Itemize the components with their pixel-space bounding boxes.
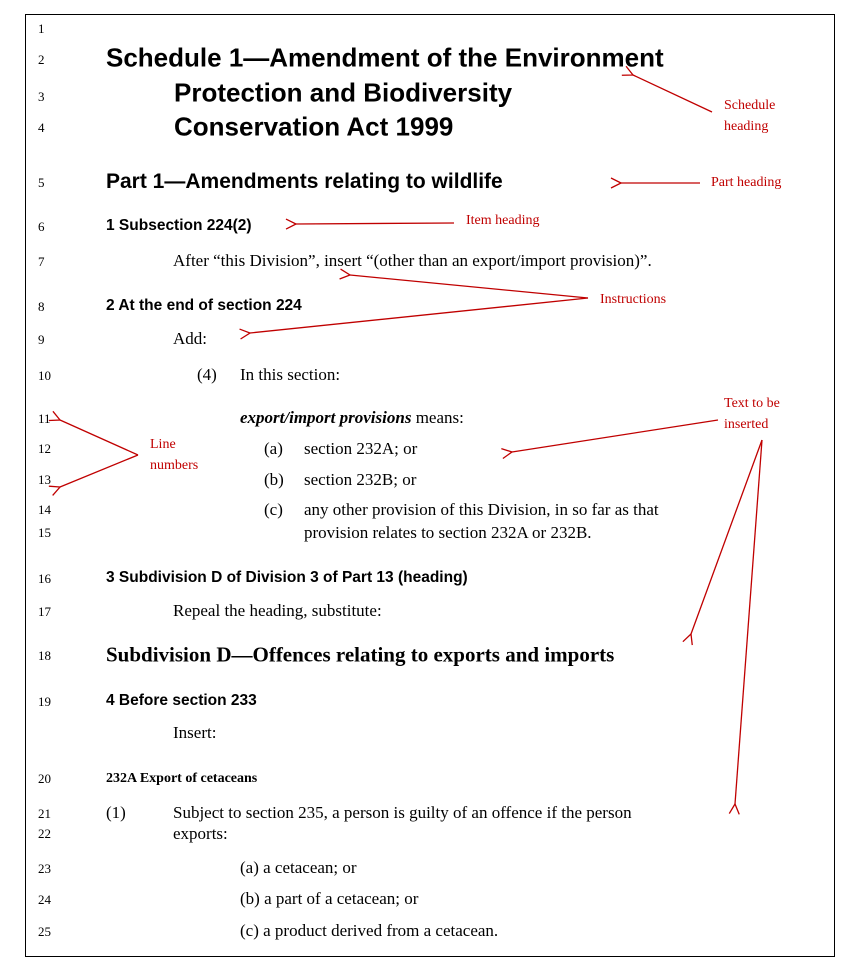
arrow-text-inserted-2 bbox=[691, 439, 763, 634]
instruction: Repeal the heading, substitute: bbox=[173, 601, 382, 620]
line-number: 6 bbox=[38, 219, 45, 234]
line-number: 11 bbox=[38, 411, 51, 426]
line-number: 12 bbox=[38, 441, 51, 456]
annotation-text-inserted-2: inserted bbox=[724, 417, 769, 432]
part-heading: Part 1—Amendments relating to wildlife bbox=[106, 170, 503, 193]
arrow-line-numbers-2 bbox=[60, 454, 139, 487]
section-heading: 232A Export of cetaceans bbox=[106, 771, 258, 786]
line-number: 19 bbox=[38, 694, 51, 709]
line-number: 23 bbox=[38, 861, 51, 876]
line-number: 20 bbox=[38, 771, 51, 786]
line-number: 2 bbox=[38, 52, 45, 67]
annotation-text-inserted-1: Text to be bbox=[724, 396, 780, 411]
definition: export/import provisions means: bbox=[240, 408, 464, 428]
subsection-number: (1) bbox=[106, 803, 126, 822]
paragraph-label: (c) bbox=[264, 500, 283, 519]
line-number: 21 bbox=[38, 806, 51, 821]
subsection-number: (4) bbox=[197, 365, 217, 384]
line-number: 24 bbox=[38, 892, 51, 907]
paragraph-text: (a) a cetacean; or bbox=[240, 858, 357, 877]
paragraph-text: (c) a product derived from a cetacean. bbox=[240, 921, 499, 940]
arrow-text-inserted-1 bbox=[512, 419, 719, 452]
annotation-line-numbers-2: numbers bbox=[150, 458, 199, 473]
line-number: 5 bbox=[38, 175, 45, 190]
paragraph-text: (b) a part of a cetacean; or bbox=[240, 889, 419, 908]
instruction: After “this Division”, insert “(other th… bbox=[173, 251, 652, 270]
paragraph-text: section 232A; or bbox=[304, 439, 418, 458]
arrow-instructions-2 bbox=[250, 297, 589, 333]
subsection-text-continued: exports: bbox=[173, 824, 228, 843]
definition-rest: means: bbox=[411, 408, 464, 427]
line-number: 18 bbox=[38, 648, 51, 663]
instruction: Add: bbox=[173, 329, 207, 348]
subsection-text: In this section: bbox=[240, 365, 341, 384]
arrow-instructions-1 bbox=[350, 275, 589, 299]
arrow-schedule-heading bbox=[633, 75, 713, 113]
annotation-part-heading: Part heading bbox=[711, 175, 782, 190]
annotation-instructions: Instructions bbox=[600, 292, 667, 307]
line-number: 4 bbox=[38, 120, 45, 135]
subsection-text: Subject to section 235, a person is guil… bbox=[173, 803, 632, 822]
line-number: 16 bbox=[38, 571, 51, 586]
schedule-heading-line-3: Conservation Act 1999 bbox=[174, 111, 454, 142]
line-number: 1 bbox=[38, 21, 45, 36]
schedule-heading-line-1: Schedule 1—Amendment of the Environment bbox=[106, 42, 664, 73]
paragraph-text: any other provision of this Division, in… bbox=[304, 500, 659, 519]
schedule-heading-line-2: Protection and Biodiversity bbox=[174, 77, 513, 108]
annotation-line-numbers-1: Line bbox=[150, 437, 176, 452]
definition-term: export/import provisions bbox=[240, 408, 412, 427]
line-number: 7 bbox=[38, 254, 45, 269]
line-number: 10 bbox=[38, 368, 51, 383]
line-number: 15 bbox=[38, 525, 51, 540]
arrow-line-numbers-1 bbox=[60, 420, 139, 456]
item-heading: 2 At the end of section 224 bbox=[106, 297, 302, 314]
arrow-item-heading bbox=[296, 223, 455, 224]
line-number: 3 bbox=[38, 89, 45, 104]
item-heading: 3 Subdivision D of Division 3 of Part 13… bbox=[106, 569, 468, 586]
document-frame bbox=[25, 14, 835, 957]
line-number: 8 bbox=[38, 299, 45, 314]
paragraph-text-continued: provision relates to section 232A or 232… bbox=[304, 523, 592, 542]
line-number: 22 bbox=[38, 826, 51, 841]
paragraph-label: (a) bbox=[264, 439, 283, 458]
annotation-item-heading: Item heading bbox=[466, 213, 540, 228]
annotation-schedule-heading-2: heading bbox=[724, 119, 769, 134]
line-number: 14 bbox=[38, 502, 51, 517]
paragraph-text: section 232B; or bbox=[304, 470, 417, 489]
item-heading: 1 Subsection 224(2) bbox=[106, 217, 252, 234]
line-number: 17 bbox=[38, 604, 51, 619]
annotation-schedule-heading-1: Schedule bbox=[724, 98, 776, 113]
item-heading: 4 Before section 233 bbox=[106, 692, 257, 709]
instruction: Insert: bbox=[173, 723, 217, 742]
paragraph-label: (b) bbox=[264, 470, 284, 489]
subdivision-heading: Subdivision D—Offences relating to expor… bbox=[106, 642, 615, 667]
line-number: 25 bbox=[38, 924, 51, 939]
arrow-text-inserted-3 bbox=[735, 439, 763, 804]
line-number: 13 bbox=[38, 472, 51, 487]
line-number: 9 bbox=[38, 332, 45, 347]
